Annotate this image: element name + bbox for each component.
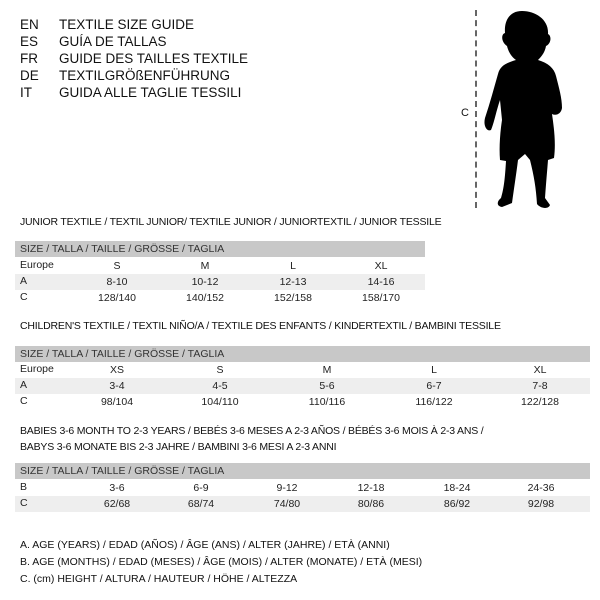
table-header-label: SIZE / TALLA / TAILLE / GRÖSSE / TAGLIA: [20, 243, 225, 255]
row-label: A: [20, 379, 28, 391]
table-title: CHILDREN'S TEXTILE / TEXTIL NIÑO/A / TEX…: [20, 320, 501, 332]
table-header-band: SIZE / TALLA / TAILLE / GRÖSSE / TAGLIA: [15, 463, 590, 479]
table-cell: 10-12: [191, 276, 219, 288]
table-cell: 98/104: [100, 396, 134, 408]
table-cell: XS: [109, 364, 125, 376]
table-header-band: SIZE / TALLA / TAILLE / GRÖSSE / TAGLIA: [15, 241, 425, 257]
table-row: C 98/104 104/110 110/116 116/122 122/128: [15, 394, 590, 410]
language-code: DE: [20, 68, 39, 83]
table-cell: M: [322, 364, 332, 376]
table-cell: S: [113, 260, 121, 272]
legend-item: B. AGE (MONTHS) / EDAD (MESES) / ÂGE (MO…: [20, 556, 423, 568]
table-cell: 3-4: [109, 380, 125, 392]
legend-item: C. (cm) HEIGHT / ALTURA / HAUTEUR / HÖHE…: [20, 573, 298, 585]
language-code: ES: [20, 34, 39, 49]
legend-item: A. AGE (YEARS) / EDAD (AÑOS) / ÂGE (ANS)…: [20, 539, 390, 551]
language-code: IT: [20, 85, 32, 100]
row-label: Europe: [20, 259, 54, 271]
table-row: C 128/140 140/152 152/158 158/170: [15, 290, 425, 306]
table-cell: 116/122: [415, 396, 453, 408]
row-label: C: [20, 497, 28, 509]
language-title: GUIDE DES TAILLES TEXTILE: [59, 51, 249, 66]
height-label: C: [461, 107, 469, 119]
table-cell: 4-5: [212, 380, 228, 392]
table-row: B 3-6 6-9 9-12 12-18 18-24 24-36: [15, 480, 590, 496]
language-code: EN: [20, 17, 39, 32]
table-title: JUNIOR TEXTILE / TEXTIL JUNIOR/ TEXTILE …: [20, 216, 442, 228]
table-cell: L: [290, 260, 296, 272]
table-cell: 24-36: [527, 482, 555, 494]
row-label: C: [20, 291, 28, 303]
table-cell: 86/92: [443, 498, 471, 510]
table-cell: 5-6: [319, 380, 335, 392]
table-title-line2: BABYS 3-6 MONATE BIS 2-3 JAHRE / BAMBINI…: [20, 441, 337, 453]
table-cell: 14-16: [367, 276, 395, 288]
height-dashed-line: [475, 10, 477, 208]
table-row: Europe S M L XL: [15, 258, 425, 274]
table-cell: 9-12: [276, 482, 298, 494]
language-code: FR: [20, 51, 38, 66]
table-row: A 8-10 10-12 12-13 14-16: [15, 274, 425, 290]
table-cell: 128/140: [98, 292, 136, 304]
table-cell: 6-7: [426, 380, 442, 392]
table-title: BABIES 3-6 MONTH TO 2-3 YEARS / BEBÉS 3-…: [20, 425, 484, 437]
table-cell: 68/74: [187, 498, 215, 510]
table-cell: 140/152: [186, 292, 224, 304]
table-header-band: SIZE / TALLA / TAILLE / GRÖSSE / TAGLIA: [15, 346, 590, 362]
language-title: TEXTILGRÖßENFÜHRUNG: [59, 68, 231, 83]
table-cell: XL: [374, 260, 388, 272]
row-label: A: [20, 275, 28, 287]
table-cell: 7-8: [532, 380, 548, 392]
table-cell: 18-24: [443, 482, 471, 494]
language-title: GUIDA ALLE TAGLIE TESSILI: [59, 85, 242, 100]
table-cell: 6-9: [193, 482, 209, 494]
table-cell: 12-13: [279, 276, 307, 288]
row-label: B: [20, 481, 28, 493]
table-cell: 104/110: [201, 396, 239, 408]
table-header-label: SIZE / TALLA / TAILLE / GRÖSSE / TAGLIA: [20, 465, 225, 477]
table-cell: XL: [533, 364, 547, 376]
language-title: GUÍA DE TALLAS: [59, 34, 167, 49]
table-cell: S: [216, 364, 224, 376]
table-cell: 152/158: [274, 292, 312, 304]
language-title: TEXTILE SIZE GUIDE: [59, 17, 195, 32]
child-silhouette-icon: [484, 11, 562, 208]
table-row: C 62/68 68/74 74/80 80/86 86/92 92/98: [15, 496, 590, 512]
table-row: Europe XS S M L XL: [15, 362, 590, 378]
table-cell: 158/170: [362, 292, 400, 304]
table-cell: 80/86: [357, 498, 385, 510]
table-cell: M: [200, 260, 210, 272]
table-cell: 62/68: [103, 498, 131, 510]
table-cell: 110/116: [308, 396, 346, 408]
table-cell: 12-18: [357, 482, 385, 494]
row-label: Europe: [20, 363, 54, 375]
table-cell: L: [431, 364, 437, 376]
table-cell: 122/128: [521, 396, 559, 408]
table-cell: 3-6: [109, 482, 125, 494]
table-cell: 74/80: [273, 498, 301, 510]
table-header-label: SIZE / TALLA / TAILLE / GRÖSSE / TAGLIA: [20, 348, 225, 360]
table-cell: 8-10: [106, 276, 128, 288]
row-label: C: [20, 395, 28, 407]
table-row: A 3-4 4-5 5-6 6-7 7-8: [15, 378, 590, 394]
table-cell: 92/98: [527, 498, 555, 510]
